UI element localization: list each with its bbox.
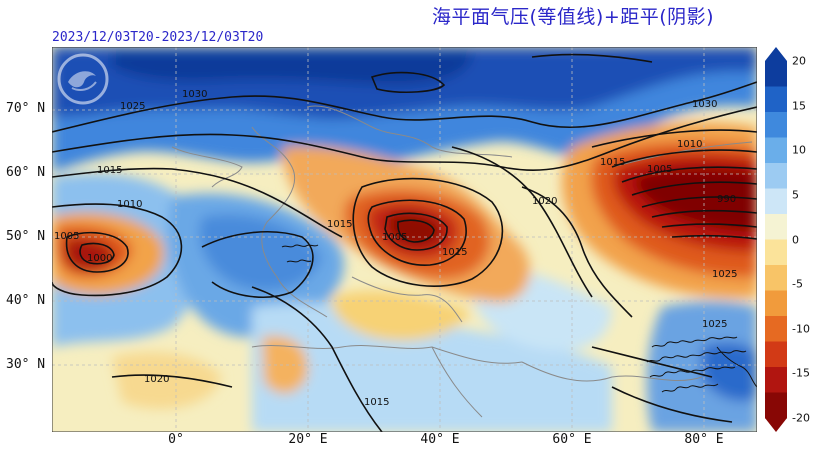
coastlines: [171, 105, 753, 418]
chart-time-range: 2023/12/03T20-2023/12/03T20: [52, 30, 264, 45]
gridlines: [52, 47, 757, 432]
isobar-label: 1015: [97, 165, 122, 176]
lon-label-20e: 20° E: [288, 432, 328, 447]
isobars: [52, 53, 757, 432]
lat-label-30: 30° N: [6, 357, 46, 372]
isobar-label: 1015: [442, 247, 467, 258]
isobar-label: 1005: [382, 232, 407, 243]
isobar-label: 1025: [702, 319, 727, 330]
colorbar-tick-label: 15: [792, 99, 806, 113]
agency-logo: [57, 53, 109, 105]
isobar-label: 1015: [600, 157, 625, 168]
colorbar-band: [765, 265, 787, 291]
isobar-label: 1025: [120, 101, 145, 112]
lat-label-70: 70° N: [6, 101, 46, 116]
colorbar-tick-label: -15: [792, 366, 810, 380]
isobar-label: 1030: [182, 89, 207, 100]
colorbar-band: [765, 188, 787, 215]
isobar-label: 990: [717, 194, 736, 205]
colorbar-tick-label: 20: [792, 54, 806, 68]
colorbar: [765, 47, 787, 432]
isobar-label: 1010: [677, 139, 702, 150]
isobar-label: 1015: [327, 219, 352, 230]
colorbar-band: [765, 316, 787, 342]
isobar-label: 1015: [364, 397, 389, 408]
lat-label-50: 50° N: [6, 229, 46, 244]
colorbar-bottom-arrow: [765, 418, 787, 432]
colorbar-band: [765, 290, 787, 317]
isobar-labels: 1030 1025 1015 1010 1005 1000 1015 1005 …: [54, 89, 737, 408]
isobar-label: 1000: [87, 253, 112, 264]
colorbar-band: [765, 239, 787, 266]
colorbar-top-arrow: [765, 47, 787, 61]
colorbar-band: [765, 163, 787, 189]
isobar-label: 1005: [647, 164, 672, 175]
lon-label-60e: 60° E: [552, 432, 592, 447]
isobar-label: 1020: [532, 196, 557, 207]
lon-label-0: 0°: [168, 432, 184, 447]
isobar-label: 1010: [117, 199, 142, 210]
colorbar-band: [765, 214, 787, 240]
colorbar-band: [765, 61, 787, 87]
colorbar-band: [765, 86, 787, 113]
colorbar-band: [765, 367, 787, 393]
isobar-label: 1005: [54, 231, 79, 242]
lon-label-40e: 40° E: [420, 432, 460, 447]
colorbar-band: [765, 112, 787, 138]
lat-label-60: 60° N: [6, 165, 46, 180]
anomaly-shading: [52, 47, 757, 432]
colorbar-band: [765, 341, 787, 368]
terrain-contours: [281, 244, 757, 393]
colorbar-tick-label: 10: [792, 143, 806, 157]
chart-title: 海平面气压(等值线)+距平(阴影): [432, 6, 715, 28]
lat-label-40: 40° N: [6, 293, 46, 308]
isobar-label: 1030: [692, 99, 717, 110]
colorbar-tick-label: -5: [792, 277, 803, 291]
colorbar-band: [765, 392, 787, 419]
colorbar-band: [765, 137, 787, 164]
lon-label-80e: 80° E: [684, 432, 724, 447]
isobar-label: 1020: [144, 374, 169, 385]
isobar-label: 1025: [712, 269, 737, 280]
colorbar-tick-label: -20: [792, 411, 810, 425]
colorbar-tick-label: 5: [792, 188, 799, 202]
colorbar-tick-label: 0: [792, 233, 799, 246]
colorbar-tick-label: -10: [792, 322, 810, 336]
anomaly-map: 1030 1025 1015 1010 1005 1000 1015 1005 …: [52, 47, 757, 432]
